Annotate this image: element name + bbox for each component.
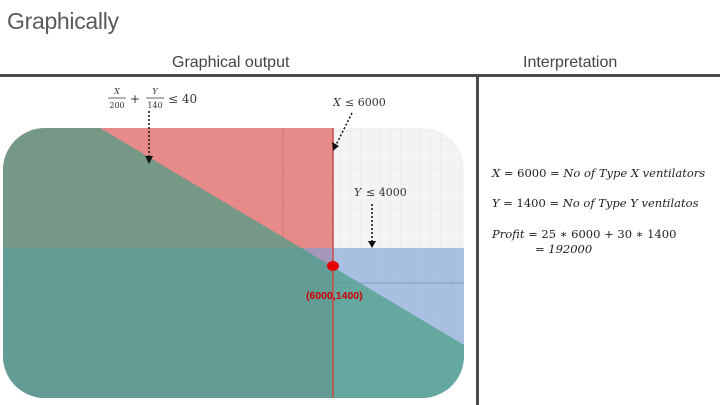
profit-expression: = 25 ∗ 6000 + 30 ∗ 1400	[528, 227, 677, 241]
feasibility-graph: (6000,1400) X 200 + Y 140 ≤ 40 X ≤ 6000 …	[3, 87, 464, 398]
interpretation-line-x: X = 6000 = No of Type X ventilators	[492, 166, 705, 180]
y-description: No of Type Y ventilatos	[562, 196, 699, 210]
x-description: No of Type X ventilators	[563, 166, 706, 180]
constraint3-rhs: ≤ 4000	[366, 186, 407, 199]
interpretation-line-profit-result: = 192000	[535, 242, 592, 256]
graphical-output-panel: (6000,1400) X 200 + Y 140 ≤ 40 X ≤ 6000 …	[0, 78, 476, 405]
constraint2-label: X ≤ 6000	[332, 96, 386, 109]
slide-title: Graphically	[7, 8, 119, 34]
constraint2-arrow	[335, 112, 353, 146]
constraint3-label: Y ≤ 4000	[354, 186, 407, 199]
graphical-output-header: Graphical output	[172, 54, 290, 71]
interpretation-line-y: Y = 1400 = No of Type Y ventilatos	[492, 196, 698, 210]
constraint1-y-denominator: 140	[147, 101, 162, 110]
optimum-point-label: (6000,1400)	[306, 290, 363, 302]
optimum-point	[327, 261, 339, 271]
profit-result: = 192000	[535, 242, 593, 256]
profit-symbol: Profit	[492, 227, 525, 241]
constraint1-x-numerator: X	[113, 87, 120, 96]
constraint1-plus: +	[130, 92, 140, 106]
interpretation-header: Interpretation	[523, 54, 618, 71]
x-symbol: X	[492, 166, 501, 180]
constraint1-rhs: ≤ 40	[168, 92, 197, 106]
interpretation-line-profit: Profit = 25 ∗ 6000 + 30 ∗ 1400	[492, 227, 676, 241]
region-combined-constraint	[3, 128, 464, 398]
constraint2-var: X	[332, 96, 342, 109]
constraint1-label: X 200 + Y 140 ≤ 40	[108, 87, 197, 110]
constraint3-var: Y	[354, 186, 363, 199]
header-divider	[0, 74, 720, 77]
x-value: = 6000 =	[503, 166, 560, 180]
column-divider	[476, 76, 479, 405]
y-symbol: Y	[492, 196, 500, 210]
graph-area	[3, 128, 464, 398]
y-value: = 1400 =	[503, 196, 560, 210]
constraint1-y-numerator: Y	[152, 87, 158, 96]
constraint1-x-denominator: 200	[109, 101, 124, 110]
constraint2-rhs: ≤ 6000	[345, 96, 386, 109]
